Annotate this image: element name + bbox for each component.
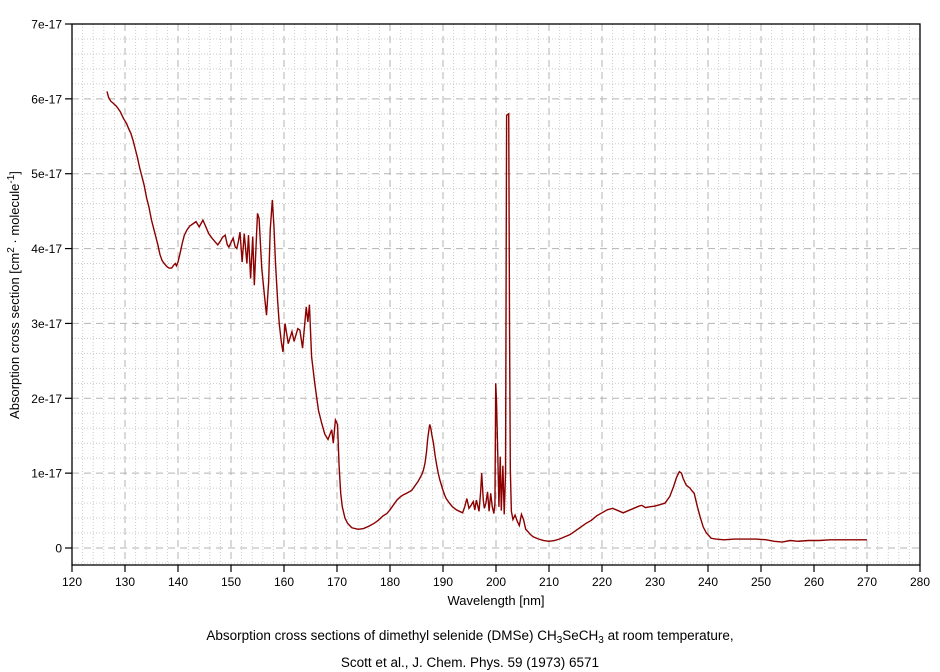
x-axis-title: Wavelength [nm] <box>447 593 545 608</box>
x-tick-label: 180 <box>380 575 400 589</box>
x-tick-label: 280 <box>910 575 930 589</box>
y-tick-label: 2e-17 <box>31 392 62 406</box>
figure-caption: Absorption cross sections of dimethyl se… <box>0 625 940 672</box>
axis-ticks <box>65 23 921 572</box>
chart-canvas: 120 130 140 150 160 170 180 190 200 210 220 230 240 2… <box>31 18 930 589</box>
y-tick-label: 0 <box>55 542 62 556</box>
y-tick-label: 6e-17 <box>31 92 62 106</box>
x-tick-label: 250 <box>751 575 771 589</box>
caption-line-1: Absorption cross sections of dimethyl se… <box>206 628 734 646</box>
x-tick-label: 150 <box>221 575 241 589</box>
y-tick-label: 7e-17 <box>31 18 62 32</box>
y-axis-title: Absorption cross section [cm2 · molecule… <box>6 171 22 419</box>
y-tick-label: 3e-17 <box>31 317 62 331</box>
x-tick-labels: 120 130 140 150 160 170 180 190 200 210 220 230 240 2… <box>62 575 930 589</box>
x-tick-label: 260 <box>804 575 824 589</box>
x-tick-label: 170 <box>327 575 347 589</box>
caption-line-2: Scott et al., J. Chem. Phys. 59 (1973) 6… <box>340 655 600 670</box>
x-tick-label: 220 <box>592 575 612 589</box>
x-tick-label: 190 <box>433 575 453 589</box>
y-tick-labels: 0 1e-17 2e-17 3e-17 4e-17 5e-17 6e-17 7e-17 <box>31 18 62 556</box>
x-tick-label: 120 <box>62 575 82 589</box>
x-tick-label: 210 <box>539 575 559 589</box>
x-tick-label: 230 <box>645 575 665 589</box>
x-tick-label: 130 <box>115 575 135 589</box>
y-tick-label: 1e-17 <box>31 467 62 481</box>
x-tick-label: 240 <box>698 575 718 589</box>
x-tick-label: 160 <box>274 575 294 589</box>
y-tick-label: 5e-17 <box>31 167 62 181</box>
x-tick-label: 270 <box>857 575 877 589</box>
y-tick-label: 4e-17 <box>31 242 62 256</box>
x-tick-label: 140 <box>168 575 188 589</box>
spectrum-curve <box>106 91 867 543</box>
x-tick-label: 200 <box>486 575 506 589</box>
